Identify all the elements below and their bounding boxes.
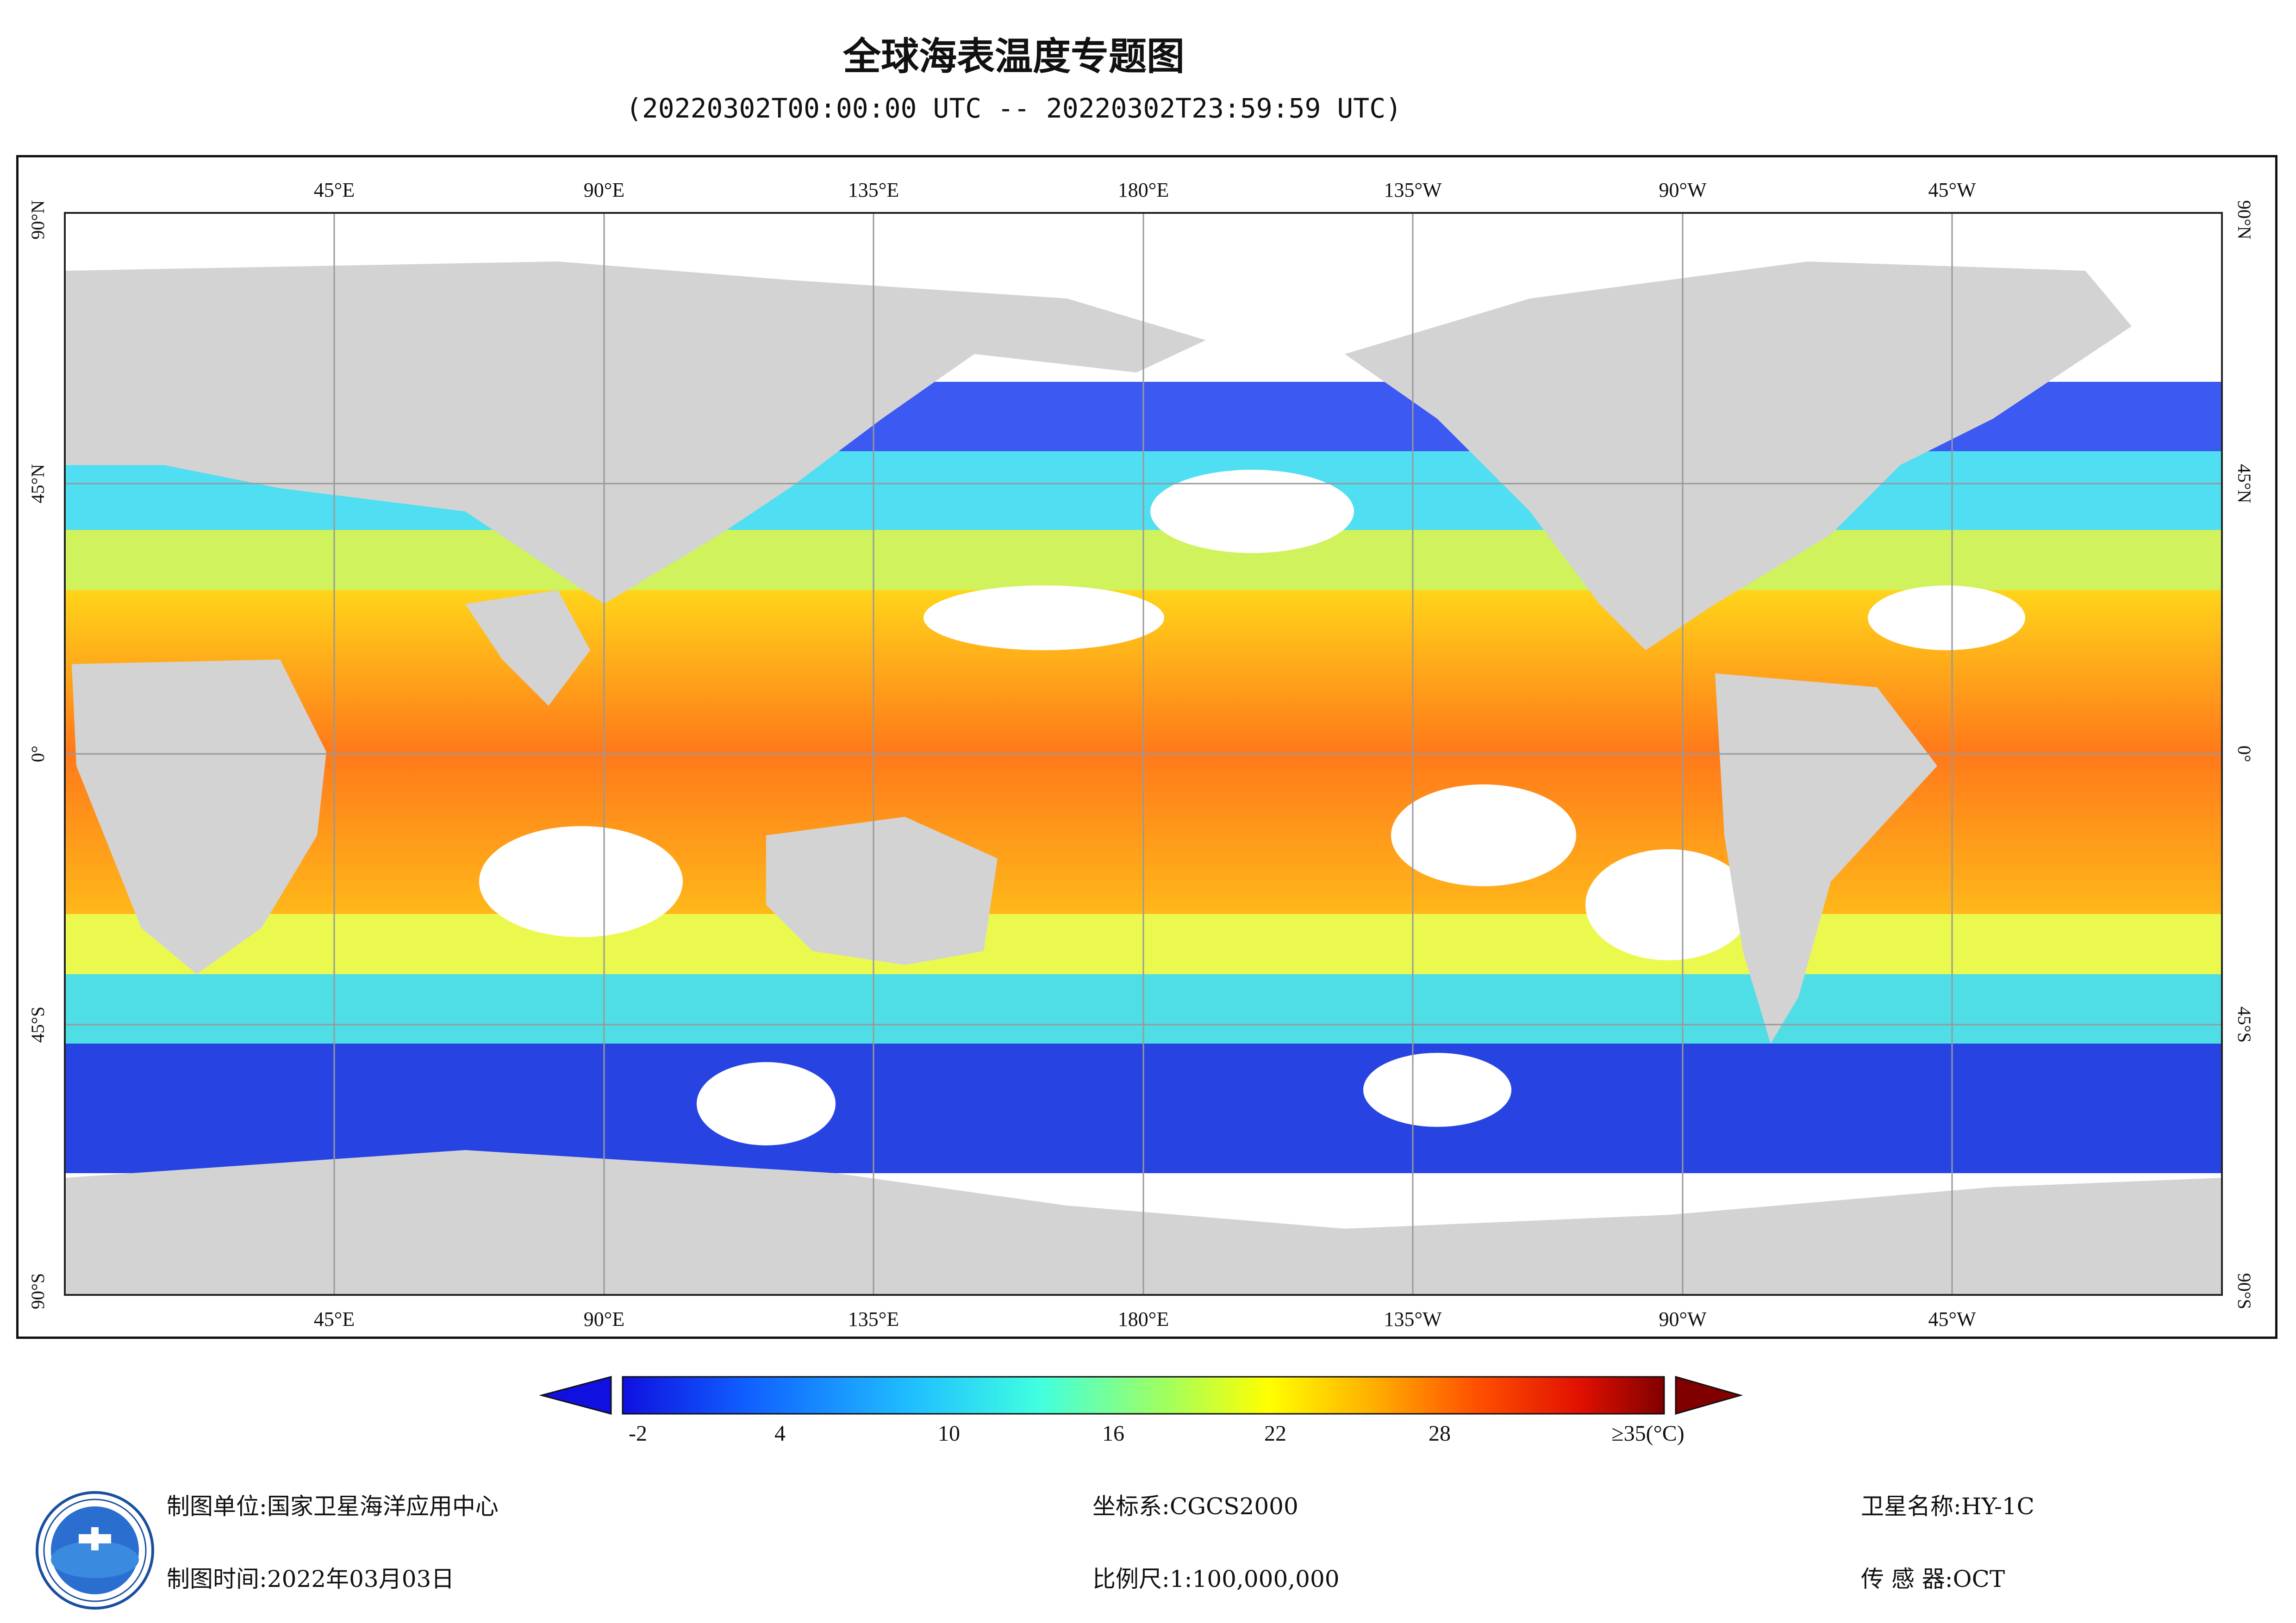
cloud-gap	[923, 585, 1164, 650]
lat-label-left: 0°	[27, 746, 48, 762]
satellite-label: 卫星名称:HY-1C	[1861, 1493, 2034, 1520]
lon-labels-bottom: 45°E 90°E 135°E 180°E 135°W 90°W 45°W	[314, 1308, 1976, 1331]
land-india	[465, 590, 590, 706]
producer-label: 制图单位:国家卫星海洋应用中心	[167, 1493, 499, 1520]
lat-labels-left: 90°N 45°N 0° 45°S 90°S	[27, 200, 48, 1310]
lon-label-bottom: 45°E	[314, 1308, 355, 1331]
map-frame: 45°E 90°E 135°E 180°E 135°W 90°W 45°W 45…	[16, 155, 2277, 1339]
nsoas-logo-icon	[36, 1491, 154, 1610]
lon-label-top: 135°E	[848, 179, 899, 201]
land-south-america	[1715, 673, 1937, 1044]
lon-label-bottom: 45°W	[1928, 1308, 1976, 1331]
date-label: 制图时间:2022年03月03日	[167, 1566, 455, 1592]
lat-label-right: 0°	[2234, 746, 2255, 762]
colorbar-tick: 4	[774, 1421, 786, 1446]
sensor-label: 传 感 器:OCT	[1861, 1566, 2005, 1592]
colorbar-ramp	[622, 1376, 1665, 1415]
lon-label-bottom: 180°E	[1118, 1308, 1169, 1331]
cloud-gap	[1391, 784, 1576, 886]
lon-label-bottom: 90°W	[1659, 1308, 1707, 1331]
colorbar-under-arrow	[539, 1376, 612, 1415]
lat-label-right: 45°N	[2234, 464, 2255, 504]
cloud-gap	[1868, 585, 2025, 650]
time-range-subtitle: (20220302T00:00:00 UTC -- 20220302T23:59…	[625, 93, 1402, 124]
lon-label-top: 45°W	[1928, 179, 1976, 201]
colorbar-over-arrow	[1675, 1376, 1743, 1415]
cloud-gap	[697, 1062, 836, 1145]
cloud-gap	[1363, 1053, 1511, 1127]
colorbar	[539, 1376, 1743, 1415]
colorbar-tick: -2	[629, 1421, 647, 1446]
lon-label-bottom: 135°W	[1384, 1308, 1442, 1331]
lat-labels-right: 90°N 45°N 0° 45°S 90°S	[2234, 200, 2255, 1310]
cloud-gap	[1585, 849, 1752, 960]
lat-label-right: 90°N	[2234, 200, 2255, 240]
lat-label-left: 45°N	[27, 464, 48, 504]
lat-label-left: 90°S	[27, 1273, 48, 1309]
lon-label-top: 180°E	[1118, 179, 1169, 201]
lon-label-top: 45°E	[314, 179, 355, 201]
lat-label-right: 90°S	[2234, 1273, 2255, 1309]
lat-label-left: 90°N	[27, 200, 48, 240]
land-australia	[766, 817, 998, 965]
land-arctic-eurasia	[65, 261, 1206, 604]
colorbar-tick: 28	[1429, 1421, 1451, 1446]
lon-label-top: 135°W	[1384, 179, 1442, 201]
scale-label: 比例尺:1:100,000,000	[1092, 1566, 1340, 1592]
crs-label: 坐标系:CGCS2000	[1092, 1493, 1298, 1520]
colorbar-tick: 10	[938, 1421, 960, 1446]
colorbar-tick: 16	[1102, 1421, 1124, 1446]
lon-label-top: 90°E	[584, 179, 624, 201]
graticule	[65, 213, 2222, 1295]
lat-label-right: 45°S	[2234, 1007, 2255, 1043]
lon-label-top: 90°W	[1659, 179, 1707, 201]
sst-map: 45°E 90°E 135°E 180°E 135°W 90°W 45°W 45…	[27, 179, 2255, 1331]
cloud-gap	[1150, 470, 1354, 553]
colorbar-tick: ≥35(°C)	[1611, 1421, 1685, 1446]
land-north-america	[1345, 261, 2132, 650]
lon-label-bottom: 135°E	[848, 1308, 899, 1331]
lat-label-left: 45°S	[27, 1007, 48, 1043]
map-title: 全球海表温度专题图	[842, 35, 1185, 79]
cloud-gap	[479, 826, 683, 937]
land-africa	[72, 659, 326, 974]
lon-labels-top: 45°E 90°E 135°E 180°E 135°W 90°W 45°W	[314, 179, 1976, 201]
lon-label-bottom: 90°E	[584, 1308, 624, 1331]
colorbar-tick: 22	[1264, 1421, 1286, 1446]
map-border	[64, 212, 2223, 1296]
